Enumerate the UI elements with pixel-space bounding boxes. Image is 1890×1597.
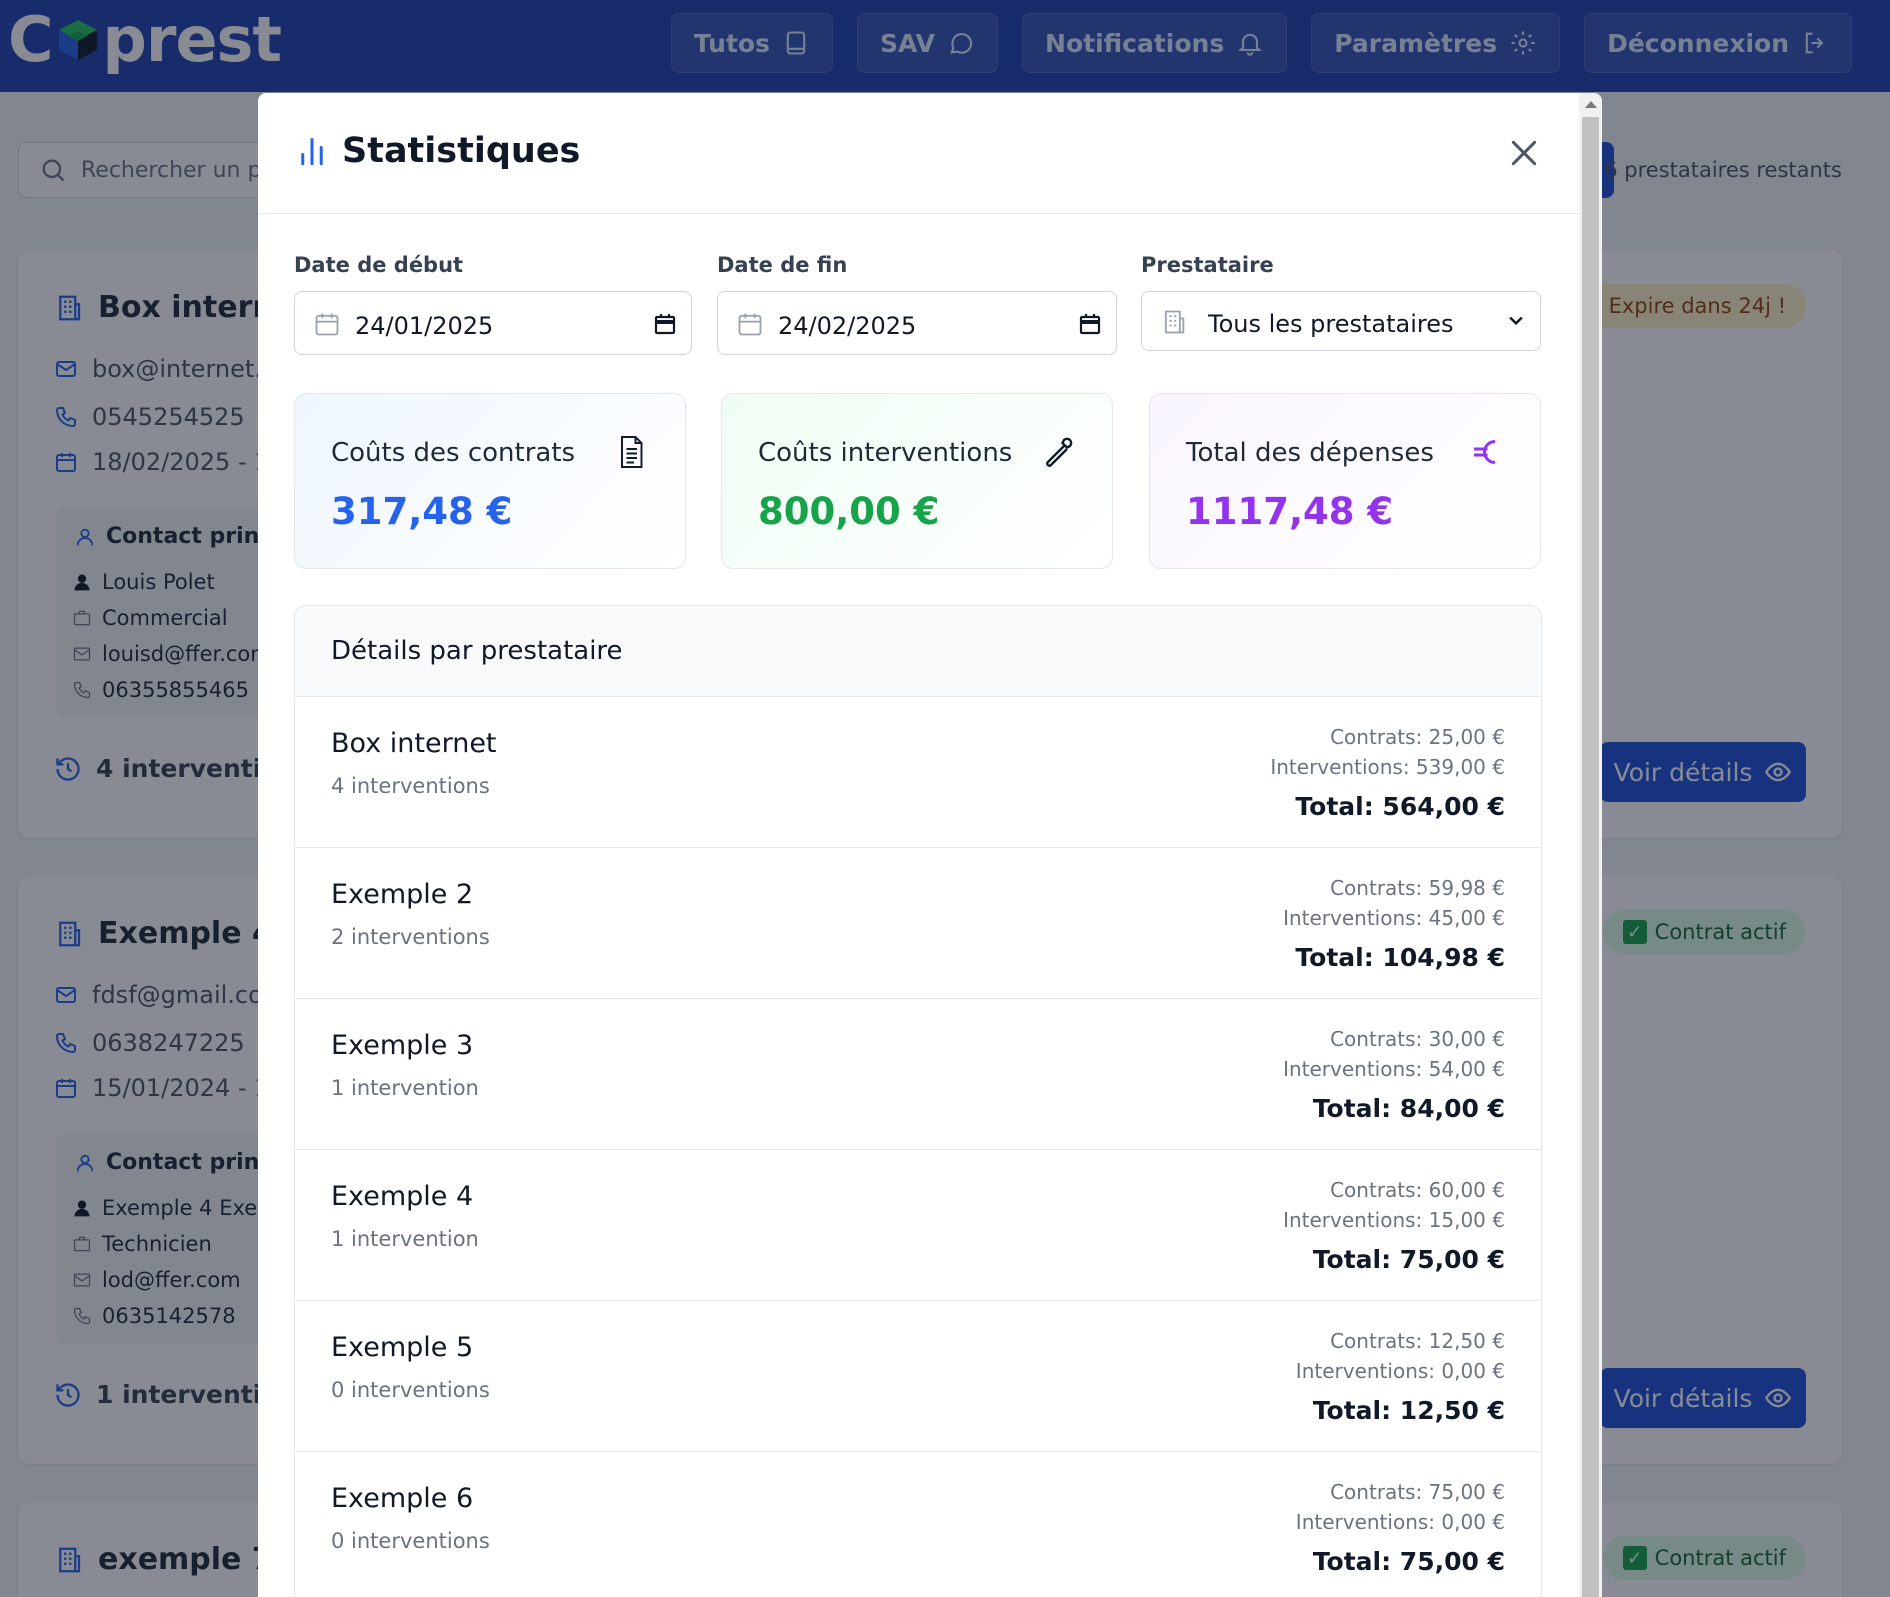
row-intervention-count: 2 interventions bbox=[331, 925, 490, 949]
row-provider-name: Exemple 4 bbox=[331, 1181, 474, 1212]
row-interventions-cost: Interventions: 0,00 € bbox=[1295, 1510, 1505, 1534]
calendar-icon bbox=[315, 313, 339, 336]
end-date-label: Date de fin bbox=[717, 253, 848, 277]
modal-title-text: Statistiques bbox=[342, 131, 581, 171]
contracts-cost-value: 317,48 € bbox=[331, 490, 513, 533]
document-icon bbox=[621, 436, 643, 468]
scrollbar-thumb[interactable] bbox=[1582, 117, 1599, 1597]
details-header: Détails par prestataire bbox=[295, 606, 1541, 697]
row-provider-name: Box internet bbox=[331, 728, 497, 759]
row-total: Total: 564,00 € bbox=[1295, 792, 1505, 821]
row-intervention-count: 4 interventions bbox=[331, 774, 490, 798]
row-interventions-cost: Interventions: 45,00 € bbox=[1283, 906, 1505, 930]
row-interventions-cost: Interventions: 54,00 € bbox=[1283, 1057, 1505, 1081]
row-interventions-cost: Interventions: 15,00 € bbox=[1283, 1208, 1505, 1232]
table-row: Exemple 2 2 interventions Contrats: 59,9… bbox=[295, 848, 1541, 999]
end-date-input[interactable]: 24/02/2025 bbox=[717, 291, 1117, 355]
interventions-cost-value: 800,00 € bbox=[758, 490, 940, 533]
row-intervention-count: 0 interventions bbox=[331, 1529, 490, 1553]
row-total: Total: 12,50 € bbox=[1312, 1396, 1505, 1425]
row-intervention-count: 1 intervention bbox=[331, 1227, 479, 1251]
row-provider-name: Exemple 5 bbox=[331, 1332, 474, 1363]
date-picker-icon[interactable] bbox=[653, 312, 677, 336]
provider-select[interactable]: Tous les prestataires bbox=[1141, 291, 1541, 351]
start-date-label: Date de début bbox=[294, 253, 464, 277]
row-contracts-cost: Contrats: 60,00 € bbox=[1330, 1178, 1505, 1202]
wrench-icon bbox=[1046, 437, 1073, 467]
provider-details-table: Détails par prestataire Box internet 4 i… bbox=[294, 605, 1542, 1597]
provider-label: Prestataire bbox=[1141, 253, 1274, 277]
calendar-icon bbox=[738, 313, 762, 336]
table-row: Exemple 6 0 interventions Contrats: 75,0… bbox=[295, 1452, 1541, 1597]
total-expenses-value: 1117,48 € bbox=[1186, 490, 1394, 533]
modal-scrollbar[interactable] bbox=[1579, 93, 1602, 1597]
row-contracts-cost: Contrats: 30,00 € bbox=[1330, 1027, 1505, 1051]
table-row: Box internet 4 interventions Contrats: 2… bbox=[295, 697, 1541, 848]
row-contracts-cost: Contrats: 75,00 € bbox=[1330, 1480, 1505, 1504]
total-expenses-card: Total des dépenses 1117,48 € bbox=[1149, 393, 1541, 569]
contracts-cost-label: Coûts des contrats bbox=[331, 438, 576, 468]
row-intervention-count: 0 interventions bbox=[331, 1378, 490, 1402]
row-total: Total: 75,00 € bbox=[1312, 1245, 1505, 1274]
row-total: Total: 75,00 € bbox=[1312, 1547, 1505, 1576]
chevron-down-icon bbox=[1509, 316, 1523, 326]
bar-chart-icon bbox=[301, 137, 323, 166]
row-provider-name: Exemple 2 bbox=[331, 879, 474, 910]
table-row: Exemple 4 1 intervention Contrats: 60,00… bbox=[295, 1150, 1541, 1301]
modal-header: Statistiques bbox=[258, 93, 1579, 214]
interventions-cost-label: Coûts interventions bbox=[758, 438, 1013, 468]
statistics-modal: Statistiques Date de début 24/01/2025 Da… bbox=[258, 93, 1602, 1597]
row-contracts-cost: Contrats: 12,50 € bbox=[1330, 1329, 1505, 1353]
start-date-input[interactable]: 24/01/2025 bbox=[294, 291, 692, 355]
table-row: Exemple 5 0 interventions Contrats: 12,5… bbox=[295, 1301, 1541, 1452]
row-contracts-cost: Contrats: 59,98 € bbox=[1330, 876, 1505, 900]
table-row: Exemple 3 1 intervention Contrats: 30,00… bbox=[295, 999, 1541, 1150]
row-interventions-cost: Interventions: 539,00 € bbox=[1270, 755, 1505, 779]
row-total: Total: 84,00 € bbox=[1312, 1094, 1505, 1123]
total-expenses-label: Total des dépenses bbox=[1186, 438, 1434, 468]
row-interventions-cost: Interventions: 0,00 € bbox=[1295, 1359, 1505, 1383]
details-title: Détails par prestataire bbox=[331, 636, 623, 666]
euro-icon bbox=[1474, 440, 1496, 464]
interventions-cost-card: Coûts interventions 800,00 € bbox=[721, 393, 1113, 569]
row-intervention-count: 1 intervention bbox=[331, 1076, 479, 1100]
row-provider-name: Exemple 6 bbox=[331, 1483, 474, 1514]
date-picker-icon[interactable] bbox=[1078, 312, 1102, 336]
start-date-value: 24/01/2025 bbox=[355, 312, 494, 340]
row-provider-name: Exemple 3 bbox=[331, 1030, 474, 1061]
modal-title: Statistiques bbox=[298, 131, 580, 171]
row-contracts-cost: Contrats: 25,00 € bbox=[1330, 725, 1505, 749]
close-icon[interactable] bbox=[1508, 137, 1540, 169]
contracts-cost-card: Coûts des contrats 317,48 € bbox=[294, 393, 686, 569]
end-date-value: 24/02/2025 bbox=[778, 312, 917, 340]
provider-select-value: Tous les prestataires bbox=[1208, 310, 1454, 338]
building-icon bbox=[1164, 310, 1185, 334]
scroll-up-arrow-icon[interactable] bbox=[1585, 101, 1597, 108]
row-total: Total: 104,98 € bbox=[1295, 943, 1505, 972]
